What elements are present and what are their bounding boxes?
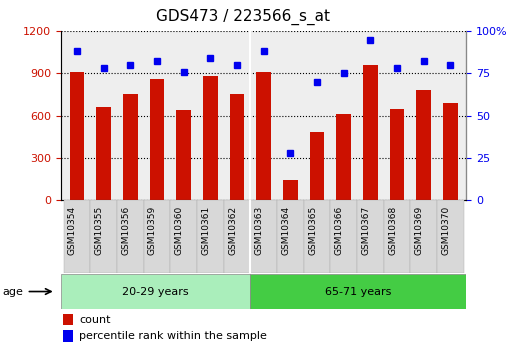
Bar	[410, 200, 437, 273]
Bar	[123, 95, 138, 200]
Bar	[69, 72, 84, 200]
Text: percentile rank within the sample: percentile rank within the sample	[79, 331, 267, 341]
Text: GSM10356: GSM10356	[121, 206, 130, 255]
Bar	[310, 132, 324, 200]
Bar	[229, 95, 244, 200]
Text: GSM10368: GSM10368	[388, 206, 397, 255]
Text: 20-29 years: 20-29 years	[122, 287, 189, 296]
Bar	[277, 200, 304, 273]
Bar	[384, 200, 410, 273]
Bar	[224, 200, 250, 273]
Text: GSM10362: GSM10362	[228, 206, 237, 255]
Bar	[203, 76, 218, 200]
Text: GSM10366: GSM10366	[335, 206, 343, 255]
Bar	[197, 200, 224, 273]
Text: GSM10354: GSM10354	[68, 206, 77, 255]
Bar	[250, 200, 277, 273]
Text: GSM10355: GSM10355	[95, 206, 104, 255]
Bar	[63, 314, 73, 325]
Text: GSM10361: GSM10361	[201, 206, 210, 255]
Bar	[96, 107, 111, 200]
Bar	[357, 200, 384, 273]
Bar	[390, 109, 404, 200]
Bar	[117, 200, 144, 273]
Text: GSM10360: GSM10360	[175, 206, 184, 255]
Bar	[144, 200, 170, 273]
Bar	[64, 200, 90, 273]
Bar	[149, 79, 164, 200]
Text: GSM10370: GSM10370	[441, 206, 450, 255]
Text: GSM10363: GSM10363	[255, 206, 263, 255]
Text: GSM10367: GSM10367	[361, 206, 370, 255]
Bar	[61, 274, 250, 309]
Bar	[170, 200, 197, 273]
Bar	[90, 200, 117, 273]
Text: GSM10364: GSM10364	[281, 206, 290, 255]
Text: GDS473 / 223566_s_at: GDS473 / 223566_s_at	[156, 9, 330, 25]
Text: count: count	[79, 315, 111, 325]
Bar	[304, 200, 330, 273]
Bar	[176, 110, 191, 200]
Bar	[250, 274, 466, 309]
Bar	[330, 200, 357, 273]
Bar	[417, 90, 431, 200]
Text: GSM10359: GSM10359	[148, 206, 157, 255]
Bar	[337, 114, 351, 200]
Bar	[363, 65, 378, 200]
Text: GSM10365: GSM10365	[308, 206, 317, 255]
Bar	[437, 200, 464, 273]
Text: age: age	[3, 287, 23, 296]
Bar	[443, 103, 458, 200]
Bar	[283, 180, 298, 200]
Bar	[257, 72, 271, 200]
Text: GSM10369: GSM10369	[414, 206, 423, 255]
Text: 65-71 years: 65-71 years	[325, 287, 392, 296]
Bar	[63, 330, 73, 342]
